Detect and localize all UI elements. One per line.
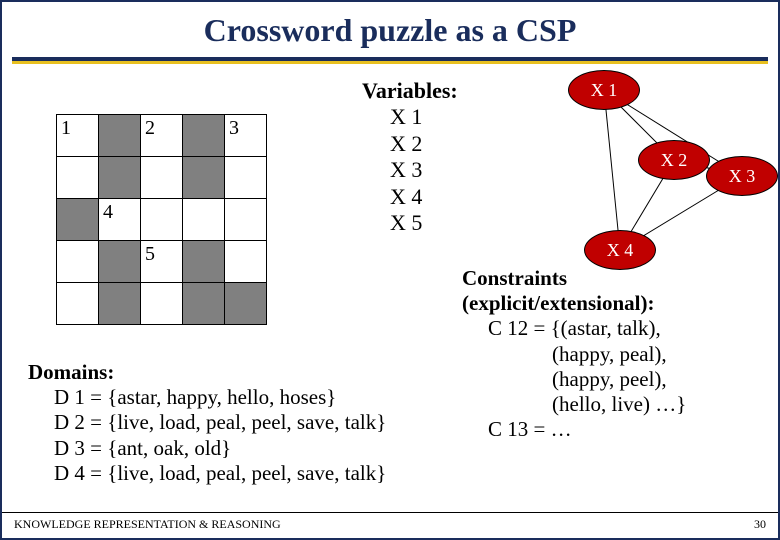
constraint-line: (happy, peel), <box>552 367 686 392</box>
graph-edge <box>604 90 620 250</box>
constraint-line: (happy, peal), <box>552 342 686 367</box>
grid-open-cell <box>57 157 99 199</box>
constraints-sub: (explicit/extensional): <box>462 291 686 316</box>
grid-block-cell <box>99 157 141 199</box>
variable-item: X 1 <box>390 104 458 130</box>
grid-open-cell <box>57 241 99 283</box>
constraints-block: Constraints (explicit/extensional): C 12… <box>462 266 686 442</box>
domain-line: D 4 = {live, load, peal, peel, save, tal… <box>54 461 386 486</box>
footer-right: 30 <box>754 517 766 538</box>
grid-open-cell <box>183 199 225 241</box>
slide-title: Crossword puzzle as a CSP <box>2 2 778 57</box>
grid-open-cell <box>225 157 267 199</box>
variable-item: X 2 <box>390 131 458 157</box>
variable-item: X 5 <box>390 210 458 236</box>
grid-block-cell <box>183 241 225 283</box>
crossword-grid: 123 45 <box>56 114 267 325</box>
variables-heading: Variables: <box>362 78 458 104</box>
grid-open-cell <box>57 283 99 325</box>
constraint-line: C 12 = {(astar, talk), <box>488 316 686 341</box>
title-rule <box>12 57 768 64</box>
footer: KNOWLEDGE REPRESENTATION & REASONING 30 <box>2 512 778 538</box>
grid-open-cell <box>225 241 267 283</box>
graph-node-x4: X 4 <box>584 230 656 270</box>
domains-heading: Domains: <box>28 360 386 385</box>
grid-open-cell <box>141 283 183 325</box>
constraint-line: (hello, live) …} <box>552 392 686 417</box>
grid-block-cell <box>99 115 141 157</box>
grid-block-cell <box>183 157 225 199</box>
variables-block: Variables: X 1 X 2 X 3 X 4 X 5 <box>362 78 458 236</box>
footer-left: KNOWLEDGE REPRESENTATION & REASONING <box>14 517 281 538</box>
grid-open-cell: 5 <box>141 241 183 283</box>
constraint-line: C 13 = … <box>488 417 686 442</box>
constraint-graph: X 1 X 2X 3 X 4 <box>488 70 778 270</box>
constraints-heading: Constraints <box>462 266 686 291</box>
grid-block-cell <box>99 241 141 283</box>
grid-block-cell <box>183 283 225 325</box>
graph-node-x3: X 3 <box>706 156 778 196</box>
grid-block-cell <box>225 283 267 325</box>
domains-block: Domains: D 1 = {astar, happy, hello, hos… <box>28 360 386 486</box>
grid-open-cell: 4 <box>99 199 141 241</box>
grid-block-cell <box>57 199 99 241</box>
grid-open-cell: 1 <box>57 115 99 157</box>
variable-item: X 4 <box>390 184 458 210</box>
variable-item: X 3 <box>390 157 458 183</box>
domain-line: D 2 = {live, load, peal, peel, save, tal… <box>54 410 386 435</box>
slide: Crossword puzzle as a CSP 123 45 Variable… <box>0 0 780 540</box>
graph-node-x2: X 2 <box>638 140 710 180</box>
domain-line: D 1 = {astar, happy, hello, hoses} <box>54 385 386 410</box>
grid-block-cell <box>183 115 225 157</box>
domain-line: D 3 = {ant, oak, old} <box>54 436 386 461</box>
grid-block-cell <box>99 283 141 325</box>
grid-open-cell <box>141 157 183 199</box>
content-area: 123 45 Variables: X 1 X 2 X 3 X 4 X 5 X 1… <box>2 64 778 484</box>
grid-open-cell: 2 <box>141 115 183 157</box>
graph-node-x1: X 1 <box>568 70 640 110</box>
grid-open-cell <box>225 199 267 241</box>
grid-open-cell <box>141 199 183 241</box>
grid-open-cell: 3 <box>225 115 267 157</box>
